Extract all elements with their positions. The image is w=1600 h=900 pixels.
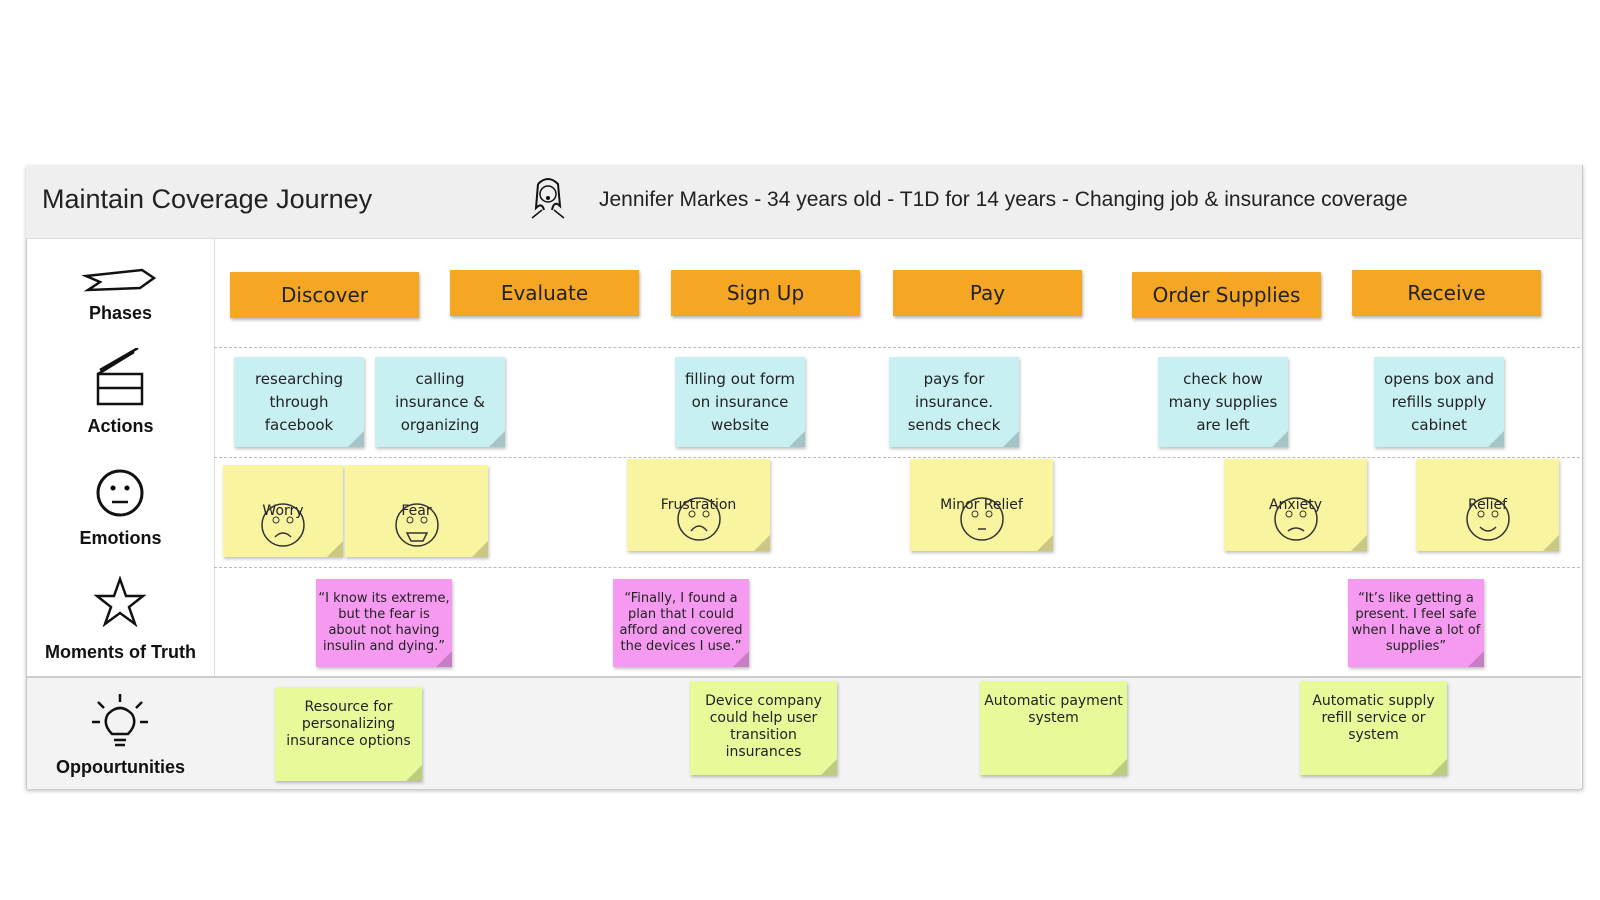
action-text: filling out form on insurance website [684,369,796,434]
actions-icon [96,348,144,406]
phase: Order Supplies [1132,272,1321,318]
opportunity-text: Device company could help user transitio… [705,693,822,760]
title: Maintain Coverage Journey [42,184,373,214]
action-note: pays for insurance. sends check [889,357,1019,447]
emotion-note: Worry [223,465,343,557]
opportunity-note: Device company could help user transitio… [690,681,837,775]
row-label: Phases [88,303,153,323]
moment-text: “I know its extreme, but the fear is abo… [318,591,450,654]
phase: Receive [1352,270,1541,316]
action-note: opens box and refills supply cabinet [1374,357,1504,447]
moment-note: “Finally, I found a plan that I could af… [613,579,749,667]
face-icon [959,497,1004,541]
action-text: researching through facebook [254,369,344,434]
face-icon [1465,497,1510,541]
row-label: Actions [87,416,154,436]
opportunities-icon [92,694,148,747]
action-text: opens box and refills supply cabinet [1383,369,1495,434]
row-label: Emotions [79,528,162,548]
moment-text: “Finally, I found a plan that I could af… [619,591,743,654]
header-bar [26,165,1582,239]
emotion-note: Frustration [627,459,770,551]
phase: Evaluate [450,270,639,316]
column-divider [214,238,215,787]
action-note: researching through facebook [234,357,364,447]
emotion-text: Fear [401,502,432,519]
row-divider [214,347,1580,348]
emotion-text: Minor Relief [940,496,1023,513]
emotion-note: Anxiety [1224,459,1367,551]
phase: Sign Up [671,270,860,316]
emotion-note: Minor Relief [910,459,1053,551]
emotion-note: Fear [345,465,488,557]
persona: Jennifer Markes - 34 years old - T1D for… [599,188,1408,211]
action-note: calling insurance & organizing [375,357,505,447]
action-text: calling insurance & organizing [395,369,485,434]
phases-icon [82,268,157,292]
moment-text: “It’s like getting a present. I feel saf… [1351,591,1481,654]
face-icon [261,503,305,547]
opportunity-note: Resource for personalizing insurance opt… [275,687,422,781]
avatar-icon [531,178,565,219]
face-icon [394,503,439,547]
moment-note: “I know its extreme, but the fear is abo… [316,579,452,667]
row-label: Moments of Truth [45,642,196,662]
action-note: filling out form on insurance website [675,357,805,447]
row-divider [214,457,1580,458]
face-icon [1273,497,1318,541]
opportunity-note: Automatic payment system [980,681,1127,775]
opportunity-text: Resource for personalizing insurance opt… [286,699,411,749]
opportunity-note: Automatic supply refill service or syste… [1300,681,1447,775]
opportunity-text: Automatic payment system [984,693,1123,726]
emotions-icon [96,469,144,517]
row-label: Oppourtunities [56,757,185,777]
row-divider [214,567,1580,568]
emotion-text: Anxiety [1268,496,1322,513]
action-text: pays for insurance. sends check [907,369,1001,434]
moments-icon [94,576,146,628]
opportunity-text: Automatic supply refill service or syste… [1312,693,1435,743]
action-note: check how many supplies are left [1158,357,1288,447]
emotion-note: Relief [1416,459,1559,551]
phase: Discover [230,272,419,318]
phase: Pay [893,270,1082,316]
face-icon [676,497,721,541]
action-text: check how many supplies are left [1168,369,1278,434]
moment-note: “It’s like getting a present. I feel saf… [1348,579,1484,667]
